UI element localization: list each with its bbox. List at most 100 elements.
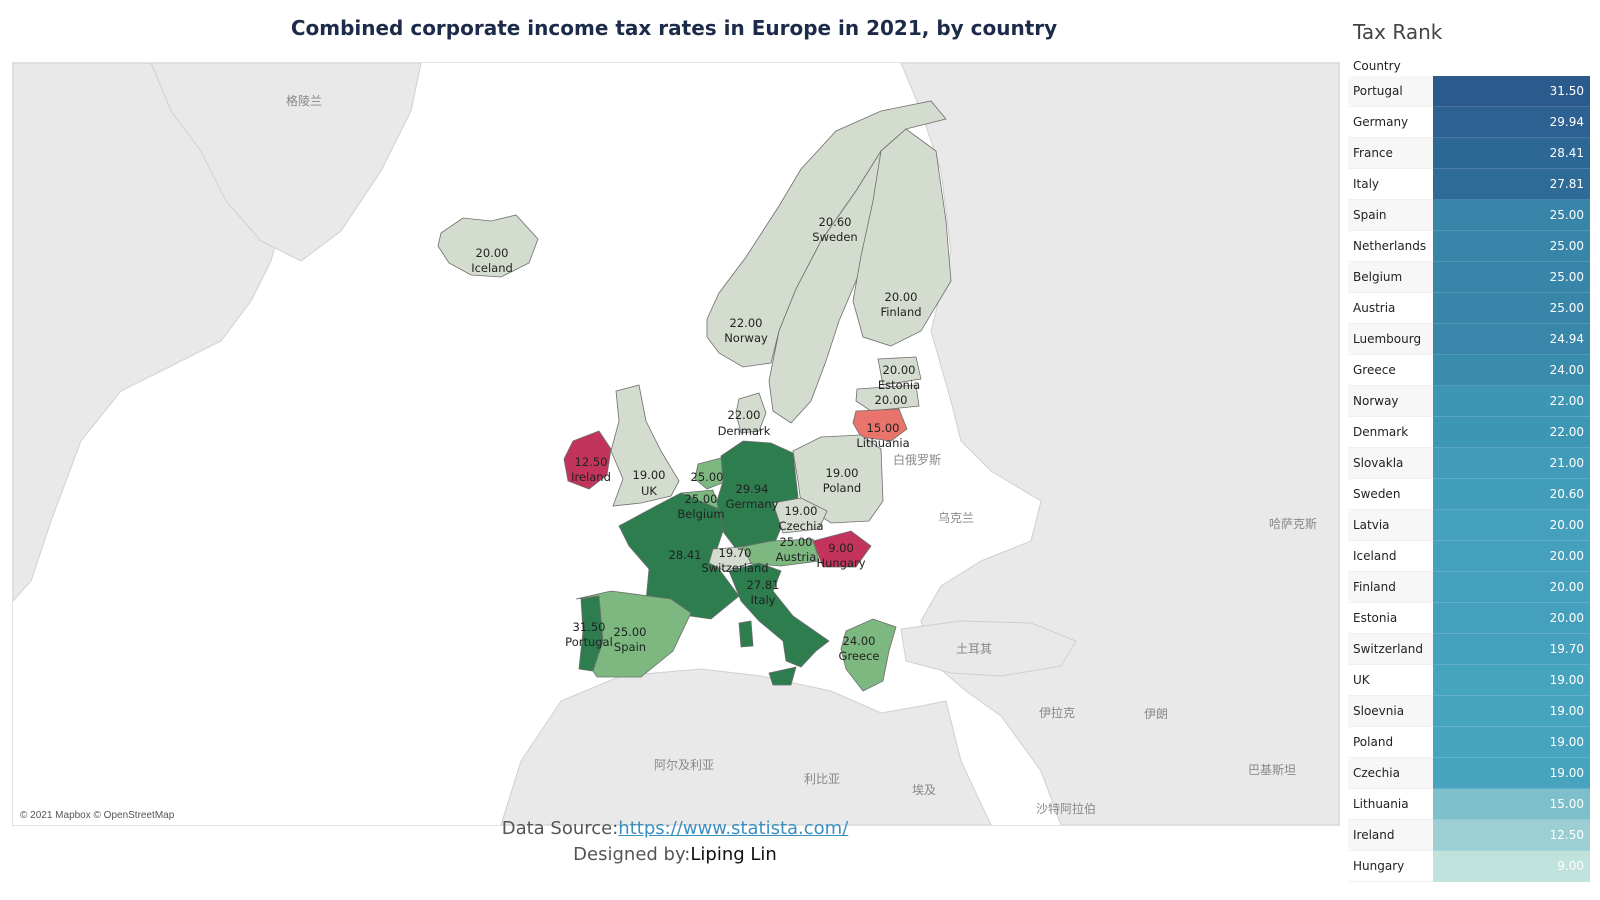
bg-label-libya: 利比亚 [804, 772, 840, 786]
region-germany[interactable] [716, 440, 799, 550]
region-netherlands[interactable] [694, 457, 728, 490]
rank-row[interactable]: Lithuania 15.00 [1348, 789, 1590, 820]
region-latvia[interactable] [855, 384, 920, 412]
rank-value-cell[interactable]: 25.00 [1433, 293, 1590, 324]
map-canvas[interactable]: 格陵兰 白俄罗斯 乌克兰 哈萨克斯 土耳其 伊拉克 伊朗 巴基斯坦 阿尔及利亚 … [13, 63, 1339, 825]
rank-value-cell[interactable]: 24.94 [1433, 324, 1590, 355]
region-uk[interactable] [610, 384, 680, 507]
rank-row[interactable]: Sloevnia 19.00 [1348, 696, 1590, 727]
rank-value-cell[interactable]: 20.00 [1433, 603, 1590, 634]
rank-value-cell[interactable]: 20.00 [1433, 541, 1590, 572]
rank-value-cell[interactable]: 25.00 [1433, 231, 1590, 262]
rank-country-cell: Latvia [1348, 510, 1433, 541]
country-label-ireland: Ireland [571, 470, 611, 484]
rank-value-cell[interactable]: 21.00 [1433, 448, 1590, 479]
region-iceland[interactable] [437, 214, 539, 278]
rank-row[interactable]: Spain 25.00 [1348, 200, 1590, 231]
rank-value-cell[interactable]: 28.41 [1433, 138, 1590, 169]
rank-value-cell[interactable]: 19.00 [1433, 696, 1590, 727]
data-source-link[interactable]: https://www.statista.com/ [618, 818, 849, 839]
rank-row[interactable]: Italy 27.81 [1348, 169, 1590, 200]
rank-row[interactable]: Portugal 31.50 [1348, 76, 1590, 107]
rank-row[interactable]: Austria 25.00 [1348, 293, 1590, 324]
rank-value-cell[interactable]: 25.00 [1433, 200, 1590, 231]
rank-value-cell[interactable]: 27.81 [1433, 169, 1590, 200]
rank-row[interactable]: Germany 29.94 [1348, 107, 1590, 138]
bg-label-iran: 伊朗 [1144, 707, 1168, 721]
rank-column-header[interactable]: Country [1353, 59, 1401, 73]
region-poland[interactable] [792, 434, 884, 524]
country-label-belgium: Belgium [677, 507, 724, 521]
rank-value-cell[interactable]: 22.00 [1433, 417, 1590, 448]
rank-row[interactable]: UK 19.00 [1348, 665, 1590, 696]
data-source-line: Data Source:https://www.statista.com/ [12, 818, 1338, 839]
data-source-label: Data Source: [501, 818, 619, 839]
region-estonia[interactable] [877, 356, 922, 386]
rank-value-cell[interactable]: 12.50 [1433, 820, 1590, 851]
rank-value-cell[interactable]: 19.00 [1433, 727, 1590, 758]
region-switzerland[interactable] [708, 546, 752, 572]
value-label-hungary: 9.00 [828, 541, 854, 555]
region-lithuania[interactable] [852, 408, 908, 442]
rank-value-cell[interactable]: 19.70 [1433, 634, 1590, 665]
russia-asia-land [900, 63, 1339, 825]
value-label-switzerland: 19.70 [719, 546, 752, 560]
region-spain[interactable] [575, 590, 692, 678]
rank-value-cell[interactable]: 31.50 [1433, 76, 1590, 107]
rank-value-cell[interactable]: 29.94 [1433, 107, 1590, 138]
rank-row[interactable]: Switzerland 19.70 [1348, 634, 1590, 665]
rank-country-cell: Austria [1348, 293, 1433, 324]
rank-row[interactable]: Luembourg 24.94 [1348, 324, 1590, 355]
region-hungary[interactable] [812, 530, 872, 568]
rank-value-cell[interactable]: 19.00 [1433, 758, 1590, 789]
region-sardinia[interactable] [738, 620, 754, 648]
rank-row[interactable]: Poland 19.00 [1348, 727, 1590, 758]
greenland-land [150, 63, 422, 262]
rank-row[interactable]: Finland 20.00 [1348, 572, 1590, 603]
region-czechia[interactable] [772, 497, 828, 534]
region-italy[interactable] [728, 562, 830, 668]
rank-row[interactable]: Latvia 20.00 [1348, 510, 1590, 541]
rank-value-cell[interactable]: 20.00 [1433, 572, 1590, 603]
rank-row[interactable]: Sweden 20.60 [1348, 479, 1590, 510]
rank-value-cell[interactable]: 9.00 [1433, 851, 1590, 882]
rank-value-cell[interactable]: 22.00 [1433, 386, 1590, 417]
rank-value-cell[interactable]: 20.00 [1433, 510, 1590, 541]
value-label-poland: 19.00 [826, 466, 859, 480]
country-label-czechia: Czechia [779, 519, 824, 533]
rank-value-cell[interactable]: 20.60 [1433, 479, 1590, 510]
value-label-belgium: 25.00 [685, 492, 718, 506]
country-label-switzerland: Switzerland [701, 561, 768, 575]
map-credit[interactable]: © 2021 Mapbox © OpenStreetMap [20, 810, 175, 821]
region-ireland[interactable] [563, 430, 612, 490]
country-regions[interactable] [437, 100, 952, 692]
rank-country-cell: Portugal [1348, 76, 1433, 107]
region-denmark[interactable] [735, 392, 767, 434]
rank-country-cell: Finland [1348, 572, 1433, 603]
region-sicily[interactable] [768, 666, 797, 686]
rank-value-cell[interactable]: 24.00 [1433, 355, 1590, 386]
rank-row[interactable]: Iceland 20.00 [1348, 541, 1590, 572]
rank-row[interactable]: Czechia 19.00 [1348, 758, 1590, 789]
rank-value-cell[interactable]: 19.00 [1433, 665, 1590, 696]
map-container[interactable]: 格陵兰 白俄罗斯 乌克兰 哈萨克斯 土耳其 伊拉克 伊朗 巴基斯坦 阿尔及利亚 … [12, 62, 1340, 826]
rank-row[interactable]: Belgium 25.00 [1348, 262, 1590, 293]
rank-value-cell[interactable]: 25.00 [1433, 262, 1590, 293]
rank-row[interactable]: Norway 22.00 [1348, 386, 1590, 417]
country-label-portugal: Portugal [565, 635, 613, 649]
rank-row[interactable]: France 28.41 [1348, 138, 1590, 169]
value-label-estonia: 20.00 [883, 363, 916, 377]
rank-row[interactable]: Ireland 12.50 [1348, 820, 1590, 851]
rank-row[interactable]: Estonia 20.00 [1348, 603, 1590, 634]
region-greece[interactable] [840, 618, 897, 692]
rank-row[interactable]: Netherlands 25.00 [1348, 231, 1590, 262]
rank-row[interactable]: Slovakla 21.00 [1348, 448, 1590, 479]
rank-value-cell[interactable]: 15.00 [1433, 789, 1590, 820]
rank-row[interactable]: Greece 24.00 [1348, 355, 1590, 386]
region-finland[interactable] [852, 128, 952, 347]
region-sweden[interactable] [768, 149, 882, 424]
rank-row[interactable]: Denmark 22.00 [1348, 417, 1590, 448]
country-label-uk: UK [641, 484, 657, 498]
rank-row[interactable]: Hungary 9.00 [1348, 851, 1590, 882]
rank-country-cell: Norway [1348, 386, 1433, 417]
